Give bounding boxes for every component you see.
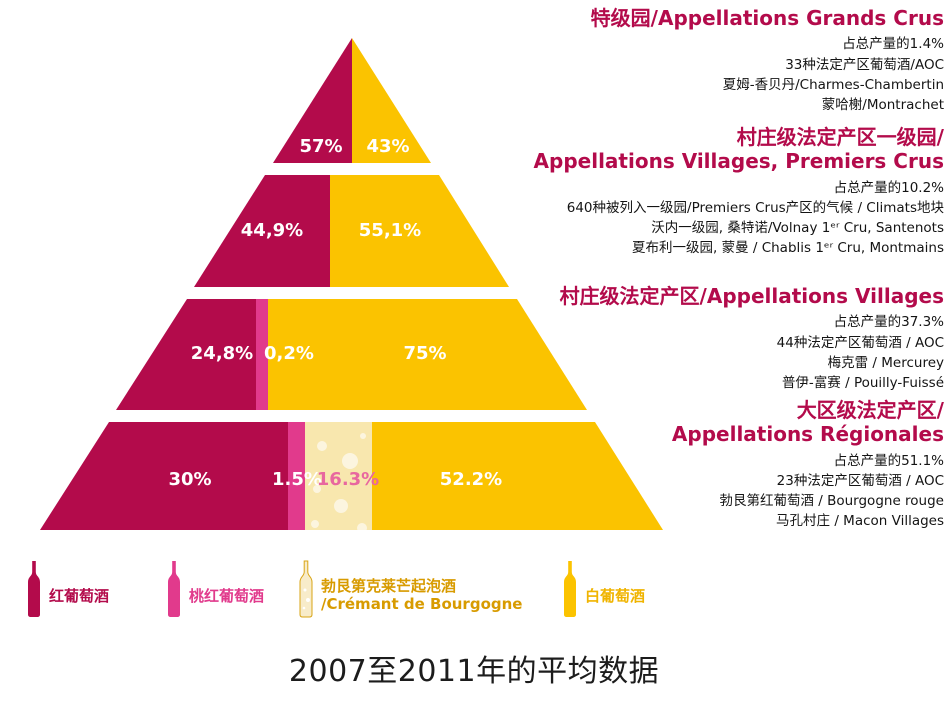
segment-label: 16.3%: [317, 469, 379, 490]
legend-item-cremant: 勃艮第克莱芒起泡酒 /Crémant de Bourgogne: [298, 560, 522, 618]
tier-share: 占总产量的51.1%: [833, 452, 944, 469]
legend-label: 红葡萄酒: [49, 587, 110, 606]
chart-title: 2007至2011年的平均数据: [288, 654, 660, 689]
segment-red-wine: [116, 299, 256, 410]
legend-label-line1: 勃艮第克莱芒起泡酒: [321, 576, 457, 595]
tier-regionales: 30% 1.5% 16.3% 52.2%: [40, 422, 663, 533]
legend-label-line2: /Crémant de Bourgogne: [321, 595, 523, 614]
tier-detail: 夏布利一级园, 蒙曼 / Chablis 1ᵉʳ Cru, Montmains: [631, 240, 944, 257]
segment-label: 0,2%: [264, 343, 314, 364]
tier-detail: 640种被列入一级园/Premiers Crus产区的气候 / Climats地…: [566, 199, 944, 216]
segment-label: 75%: [403, 343, 446, 364]
tier-detail: 44种法定产区葡萄酒 / AOC: [776, 334, 944, 351]
legend: 红葡萄酒 桃红葡萄酒 勃艮第克莱芒起泡酒 /Crémant de Bourgog…: [0, 560, 948, 650]
tier-detail: 马孔村庄 / Macon Villages: [776, 513, 944, 530]
segment-red-wine: [273, 38, 352, 163]
cremant-bottle-icon: [299, 560, 313, 618]
segment-red-wine: [194, 175, 330, 287]
segment-white-wine: [330, 175, 509, 287]
white-wine-bottle-icon: [564, 561, 576, 617]
segment-red-wine: [40, 422, 288, 530]
legend-label: 桃红葡萄酒: [189, 587, 265, 606]
segment-white-wine: [372, 422, 663, 530]
cremant-bubbles: [311, 433, 367, 533]
tier-grands-crus: 57% 43%: [273, 38, 431, 163]
segment-rose-wine: [256, 299, 268, 410]
red-wine-bottle-icon: [28, 561, 40, 617]
segment-label: 52.2%: [440, 469, 502, 490]
tier-title: Appellations Régionales: [671, 422, 944, 447]
segment-label: 43%: [366, 136, 409, 157]
segment-label: 24,8%: [191, 343, 253, 364]
tier-detail: 沃内一级园, 桑特诺/Volnay 1ᵉʳ Cru, Santenots: [651, 220, 944, 237]
tier-title: 村庄级法定产区一级园/: [736, 125, 944, 149]
legend-item-white-wine: 白葡萄酒: [562, 560, 645, 618]
info-block-premiers-crus: 村庄级法定产区一级园/ Appellations Villages, Premi…: [492, 125, 944, 258]
info-block-grands-crus: 特级园/Appellations Grands Crus 占总产量的1.4% 3…: [492, 6, 944, 115]
segment-label: 30%: [168, 469, 211, 490]
segment-rose-wine: [288, 422, 305, 530]
segment-white-wine: [268, 299, 587, 410]
pyramid-chart: 57% 43% 44,9% 55,1% 24,8% 0,2% 75%: [40, 38, 663, 533]
tier-share: 占总产量的37.3%: [833, 314, 944, 331]
legend-item-red-wine: 红葡萄酒: [26, 560, 109, 618]
tier-share: 占总产量的1.4%: [842, 36, 944, 53]
info-block-villages: 村庄级法定产区/Appellations Villages 占总产量的37.3%…: [492, 284, 944, 393]
tier-detail: 勃艮第红葡萄酒 / Bourgogne rouge: [719, 493, 944, 510]
tier-detail: 普伊-富赛 / Pouilly-Fuissé: [781, 374, 944, 391]
rose-wine-bottle-icon: [168, 561, 180, 617]
info-block-regionales: 大区级法定产区/ Appellations Régionales 占总产量的51…: [492, 398, 944, 531]
tier-villages: 24,8% 0,2% 75%: [116, 299, 587, 410]
segment-label: 1.5%: [272, 469, 322, 490]
tier-title: 特级园/Appellations Grands Crus: [590, 6, 944, 30]
legend-item-rose-wine: 桃红葡萄酒: [166, 560, 264, 618]
segment-label: 44,9%: [241, 220, 303, 241]
tier-detail: 梅克雷 / Mercurey: [827, 354, 944, 371]
tier-detail: 33种法定产区葡萄酒/AOC: [785, 56, 944, 73]
tier-title: 村庄级法定产区/Appellations Villages: [559, 284, 944, 308]
tier-detail: 蒙哈榭/Montrachet: [821, 96, 944, 113]
tier-share: 占总产量的10.2%: [833, 179, 944, 196]
segment-label: 55,1%: [359, 220, 421, 241]
legend-label: 勃艮第克莱芒起泡酒 /Crémant de Bourgogne: [321, 577, 522, 615]
tier-title: 大区级法定产区/: [796, 398, 944, 422]
segment-white-wine: [352, 38, 431, 163]
segment-label: 57%: [299, 136, 342, 157]
legend-label: 白葡萄酒: [585, 587, 646, 606]
tier-detail: 23种法定产区葡萄酒 / AOC: [776, 472, 944, 489]
tier-title: Appellations Villages, Premiers Crus: [533, 149, 944, 174]
tier-detail: 夏姆-香贝丹/Charmes-Chambertin: [722, 76, 944, 93]
tier-premiers-crus: 44,9% 55,1%: [194, 175, 509, 287]
